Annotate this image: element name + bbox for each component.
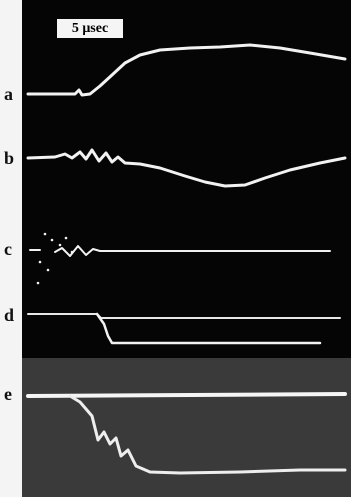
trace-label-e: e [4, 384, 12, 404]
trace-label-b: b [4, 148, 15, 168]
trace-label-a: a [4, 84, 13, 104]
trace-d-step-line [95, 312, 322, 345]
trace-a-line [26, 43, 347, 97]
trace-c-ringing [36, 232, 74, 285]
trace-label-d: d [4, 305, 15, 325]
trace-d-upper-line [27, 313, 341, 319]
time-scale-label: 5 μsec [57, 19, 123, 38]
trace-label-c: c [4, 239, 12, 259]
trace-c-line [29, 245, 331, 257]
trace-e-baseline [26, 392, 347, 398]
trace-e-fall-line [68, 394, 347, 475]
trace-b-line [26, 148, 347, 188]
scope-screen-upper [22, 0, 351, 358]
label-strip [0, 0, 22, 497]
